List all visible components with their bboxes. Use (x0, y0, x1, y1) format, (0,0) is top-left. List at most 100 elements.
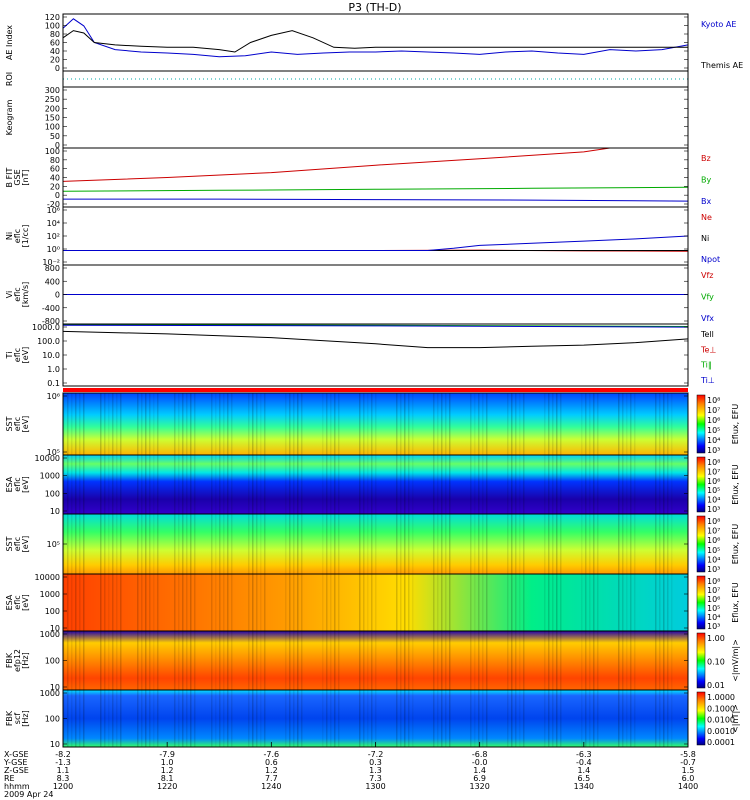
fbk-b-texture-stripe (396, 690, 398, 747)
sst-ion-texture-stripe (256, 393, 258, 455)
fbk-e-texture-stripe (83, 631, 85, 690)
z-gse-value: 1.4 (577, 766, 590, 775)
sst-ion-texture-stripe (593, 393, 595, 455)
fbk-e-ylabel: FBK (5, 652, 14, 668)
fbk-b-texture-stripe (322, 690, 324, 747)
sst-ion-colorbar (697, 395, 705, 453)
sst-ion-texture-stripe (544, 393, 546, 455)
ae-ytick: 120 (45, 13, 60, 22)
sst-elec-texture-stripe (400, 514, 402, 574)
fbk-b-colorbar-frame (696, 691, 706, 746)
esa-elec-texture-stripe (482, 574, 484, 631)
sst-ion-texture-stripe (174, 393, 176, 455)
esa-elec-colorbar-tick: 10⁴ (707, 613, 720, 622)
fbk-e-texture-stripe (548, 631, 550, 690)
esa-elec-texture-stripe (367, 574, 369, 631)
sst-elec-texture-stripe (507, 514, 509, 574)
esa-ion-texture-stripe (112, 455, 114, 514)
sst-ion-colorbar-tick: 10⁴ (707, 436, 720, 445)
fbk-b-texture-stripe (248, 690, 250, 747)
esa-ion-texture-stripe (449, 455, 451, 514)
velocity-ytick: -400 (42, 304, 60, 313)
keogram-ytick: 100 (45, 123, 60, 132)
esa-elec-colorbar-label: Eflux, EFU (731, 582, 740, 623)
esa-ion-ytick: 10 (50, 507, 60, 516)
sst-elec-texture-stripe (190, 514, 192, 574)
sst-elec-texture-stripe (211, 514, 213, 574)
fbk-b-texture-stripe (153, 690, 155, 747)
esa-ion-texture-stripe (523, 455, 525, 514)
esa-elec-texture-stripe (174, 574, 176, 631)
sst-ion-texture-stripe (264, 393, 266, 455)
fbk-b-texture-stripe (560, 690, 562, 747)
temperature-ytick: 1000.0 (32, 323, 60, 332)
sst-ion-texture-stripe (556, 393, 558, 455)
density-legend-0: Ne (701, 213, 712, 222)
sst-ion-texture-stripe (145, 393, 147, 455)
b-ylabel: [nT] (21, 169, 30, 185)
fbk-b-texture-stripe (260, 690, 262, 747)
esa-ion-texture-stripe (507, 455, 509, 514)
fbk-b-colorbar-tick: 0.0010 (707, 727, 735, 736)
fbk-b-texture-stripe (433, 690, 435, 747)
esa-elec-colorbar-tick: 10⁶ (707, 595, 720, 604)
sst-elec-texture-stripe (112, 514, 114, 574)
fbk-e-texture-stripe (141, 631, 143, 690)
sst-ion-spectrogram (63, 393, 688, 455)
sst-elec-texture-stripe (581, 514, 583, 574)
sst-ion-texture-stripe (71, 393, 73, 455)
fbk-b-texture-stripe (437, 690, 439, 747)
sst-ion-ylabel: [eV] (21, 416, 30, 433)
sst-elec-texture-stripe (659, 514, 661, 574)
sst-ion-texture-stripe (375, 393, 377, 455)
sst-elec-texture-stripe (83, 514, 85, 574)
sst-elec-texture-stripe (186, 514, 188, 574)
density-legend-1: Ni (701, 234, 709, 243)
sst-elec-colorbar-tick: 10⁴ (707, 555, 720, 564)
fbk-b-texture-stripe (478, 690, 480, 747)
temperature-series-ti- (62, 324, 689, 328)
sst-elec-texture-stripe (359, 514, 361, 574)
fbk-e-colorbar-label: <|mV/m|> (731, 639, 740, 682)
esa-ion-texture-stripe (478, 455, 480, 514)
fbk-e-texture-stripe (293, 631, 295, 690)
fbk-e-spectrogram (63, 631, 688, 690)
esa-ion-ytick: 10000 (35, 454, 60, 463)
esa-elec-texture-stripe (334, 574, 336, 631)
esa-ion-colorbar-tick: 10⁴ (707, 496, 720, 505)
sst-elec-texture-stripe (141, 514, 143, 574)
fbk-b-texture-stripe (289, 690, 291, 747)
sst-ion-colorbar-tick: 10⁸ (707, 396, 720, 405)
sst-ion-texture-stripe (585, 393, 587, 455)
fbk-e-texture-stripe (585, 631, 587, 690)
esa-elec-texture-stripe (145, 574, 147, 631)
esa-elec-texture-stripe (363, 574, 365, 631)
fbk-e-texture-stripe (544, 631, 546, 690)
sst-ion-texture-stripe (149, 393, 151, 455)
b-ytick: 20 (50, 182, 60, 191)
sst-ion-texture-stripe (289, 393, 291, 455)
temperature-series-tell (62, 330, 689, 349)
fbk-e-texture-stripe (256, 631, 258, 690)
esa-elec-texture-stripe (108, 574, 110, 631)
sst-ion-texture-stripe (552, 393, 554, 455)
fbk-b-texture-stripe (338, 690, 340, 747)
esa-ion-texture-stripe (515, 455, 517, 514)
fbk-b-texture-stripe (334, 690, 336, 747)
fbk-b-texture-stripe (141, 690, 143, 747)
sst-ion-texture-stripe (223, 393, 225, 455)
sst-elec-texture-stripe (437, 514, 439, 574)
re-value: 6.9 (473, 774, 486, 783)
sst-ion-texture-stripe (215, 393, 217, 455)
sst-ion-texture-stripe (519, 393, 521, 455)
esa-elec-texture-stripe (264, 574, 266, 631)
esa-elec-texture-stripe (293, 574, 295, 631)
sst-ion-texture-stripe (478, 393, 480, 455)
sst-ion-texture-stripe (252, 393, 254, 455)
esa-elec-texture-stripe (116, 574, 118, 631)
sst-elec-texture-stripe (260, 514, 262, 574)
fbk-b-texture-stripe (190, 690, 192, 747)
sst-elec-texture-stripe (330, 514, 332, 574)
esa-elec-texture-stripe (104, 574, 106, 631)
esa-ion-texture-stripe (593, 455, 595, 514)
